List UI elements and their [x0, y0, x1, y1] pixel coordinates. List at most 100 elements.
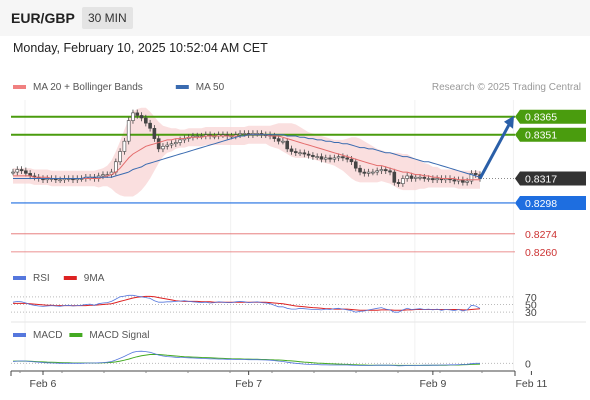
- candle: [319, 153, 324, 163]
- legend-label: MA 50: [196, 82, 225, 93]
- candle-body: [161, 146, 165, 150]
- candle: [469, 170, 474, 185]
- timeframe-button[interactable]: 30 MIN: [82, 7, 133, 29]
- candle: [341, 153, 345, 162]
- candle-body: [58, 179, 62, 182]
- candle: [388, 167, 392, 176]
- candle-body: [293, 151, 298, 154]
- candle-body: [24, 170, 28, 174]
- legend-swatch: [13, 333, 26, 337]
- candle-body: [353, 161, 358, 169]
- candle-body: [405, 175, 409, 179]
- candle-body: [11, 171, 15, 174]
- candle: [302, 149, 307, 158]
- price-tag: 0.8365: [515, 109, 586, 124]
- candle-body: [118, 151, 122, 163]
- candle-body: [242, 133, 247, 135]
- candle: [285, 137, 290, 153]
- candle: [276, 135, 281, 145]
- candle: [392, 168, 397, 186]
- candle: [401, 175, 405, 187]
- price-tag-label: 0.8365: [525, 112, 557, 124]
- candle-body: [152, 128, 157, 139]
- legend-label: MACD: [33, 330, 62, 341]
- symbol-title: EUR/GBP: [11, 10, 75, 26]
- candle: [144, 114, 148, 127]
- price-tag-bg: [515, 171, 586, 186]
- x-tick-label: Feb 9: [419, 378, 446, 390]
- candle-body: [362, 171, 367, 174]
- rsi-level-label: 70: [525, 292, 537, 304]
- candle: [328, 154, 332, 163]
- price-tag: 0.8351: [515, 127, 586, 142]
- candle: [174, 139, 178, 147]
- candle-body: [139, 115, 144, 119]
- candle: [156, 135, 161, 153]
- candle: [169, 140, 174, 149]
- candle: [19, 166, 24, 174]
- candle-body: [178, 139, 182, 143]
- chart-header: EUR/GBP 30 MIN: [0, 0, 590, 36]
- candle: [126, 117, 131, 145]
- rsi-line: [12, 294, 481, 313]
- candle: [58, 176, 62, 184]
- candle: [152, 125, 157, 142]
- candle: [135, 109, 140, 119]
- candle: [353, 158, 358, 172]
- candle-body: [289, 148, 294, 152]
- candle: [122, 137, 127, 155]
- candle: [452, 176, 457, 185]
- candle-body: [332, 157, 337, 160]
- candle: [101, 171, 105, 180]
- candle-body: [418, 176, 422, 179]
- price-tag-bg: [515, 195, 586, 210]
- candle-body: [311, 155, 315, 157]
- candle-body: [426, 178, 431, 180]
- bollinger-bands: [13, 107, 480, 197]
- candle-body: [409, 175, 414, 179]
- price-level-label: 0.8260: [525, 247, 557, 259]
- candle: [409, 172, 414, 182]
- candle-body: [435, 178, 439, 181]
- rsi-level-label: 50: [525, 300, 537, 312]
- candle-body: [319, 156, 324, 160]
- legend-swatch: [13, 85, 26, 89]
- candle: [345, 154, 349, 163]
- macd-line: [12, 350, 480, 367]
- candle: [315, 153, 319, 160]
- candle: [148, 119, 152, 132]
- price-tag-bg: [515, 109, 586, 124]
- candle-body: [473, 173, 478, 175]
- candle-body: [298, 152, 302, 155]
- price-tag-label: 0.8351: [525, 130, 557, 142]
- candle: [139, 112, 144, 122]
- x-tick-label: Feb 7: [235, 378, 262, 390]
- candle-body: [349, 158, 354, 163]
- candle-body: [336, 156, 341, 159]
- candle-body: [15, 169, 20, 173]
- forecast-arrow-head: [504, 115, 514, 129]
- candle: [465, 177, 469, 186]
- candle: [238, 130, 242, 138]
- legend-swatch: [175, 85, 189, 89]
- candle-body: [358, 167, 362, 173]
- candle: [293, 148, 298, 156]
- candle-body: [122, 140, 127, 152]
- candle-body: [323, 157, 328, 160]
- candle-body: [328, 157, 332, 160]
- legend-label: MA 20 + Bollinger Bands: [33, 82, 143, 93]
- candle-body: [306, 153, 311, 156]
- candle-body: [379, 169, 384, 172]
- candle: [358, 164, 362, 176]
- candle: [435, 175, 439, 184]
- legend-swatch: [13, 276, 26, 280]
- candle-body: [375, 170, 379, 173]
- candle-body: [341, 156, 345, 159]
- candle-body: [19, 169, 24, 172]
- candle: [24, 167, 28, 177]
- candle-body: [276, 138, 281, 142]
- candle-body: [285, 140, 290, 150]
- price-tag: 0.8298: [515, 195, 586, 210]
- candle: [131, 109, 135, 124]
- candle-body: [135, 112, 140, 116]
